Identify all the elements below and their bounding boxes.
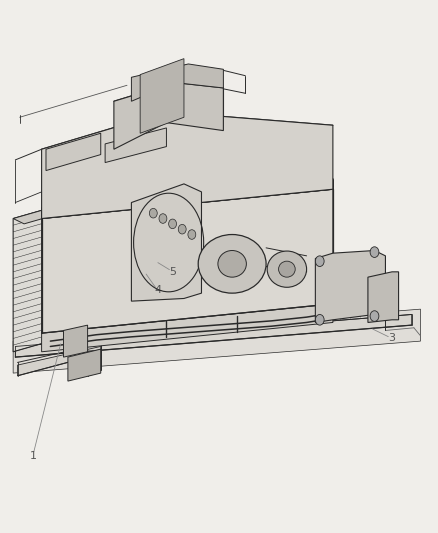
Polygon shape bbox=[50, 208, 61, 346]
Polygon shape bbox=[42, 304, 333, 352]
Text: 2: 2 bbox=[353, 307, 360, 317]
Ellipse shape bbox=[198, 235, 266, 293]
Polygon shape bbox=[315, 251, 385, 322]
Polygon shape bbox=[18, 346, 101, 376]
Polygon shape bbox=[42, 112, 333, 219]
Text: 3: 3 bbox=[389, 334, 396, 343]
Polygon shape bbox=[140, 59, 184, 133]
Polygon shape bbox=[13, 309, 420, 373]
Polygon shape bbox=[42, 179, 333, 219]
Circle shape bbox=[370, 247, 379, 257]
Polygon shape bbox=[105, 128, 166, 163]
Text: 6: 6 bbox=[244, 272, 251, 282]
Polygon shape bbox=[13, 208, 50, 352]
Ellipse shape bbox=[218, 251, 246, 277]
Circle shape bbox=[178, 224, 186, 234]
Circle shape bbox=[315, 256, 324, 266]
Polygon shape bbox=[42, 189, 333, 333]
Circle shape bbox=[188, 230, 196, 239]
Polygon shape bbox=[368, 272, 399, 322]
Circle shape bbox=[149, 208, 157, 218]
Text: 1: 1 bbox=[29, 451, 36, 461]
Ellipse shape bbox=[267, 251, 307, 287]
Polygon shape bbox=[46, 133, 101, 171]
Ellipse shape bbox=[279, 261, 295, 277]
Polygon shape bbox=[131, 64, 223, 101]
Polygon shape bbox=[64, 325, 88, 357]
Polygon shape bbox=[68, 349, 101, 381]
Text: 5: 5 bbox=[170, 267, 177, 277]
Circle shape bbox=[169, 219, 177, 229]
Polygon shape bbox=[15, 314, 412, 357]
Polygon shape bbox=[131, 184, 201, 301]
Circle shape bbox=[370, 311, 379, 321]
Circle shape bbox=[159, 214, 167, 223]
Polygon shape bbox=[114, 83, 223, 149]
Polygon shape bbox=[13, 208, 61, 224]
Circle shape bbox=[315, 314, 324, 325]
Text: 4: 4 bbox=[154, 286, 161, 295]
